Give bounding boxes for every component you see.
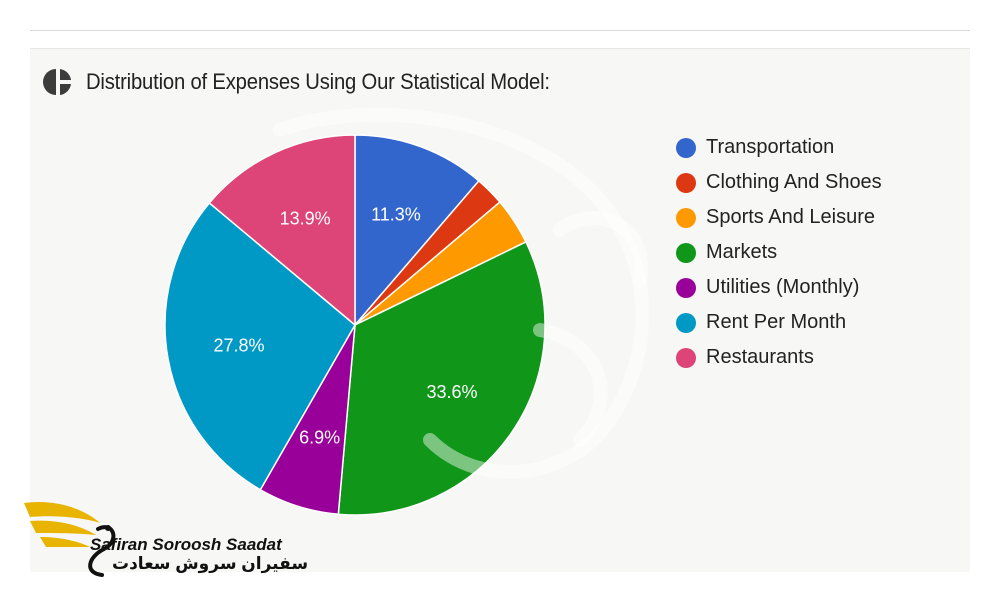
legend-item: Rent Per Month xyxy=(676,305,882,340)
chart-header: Distribution of Expenses Using Our Stati… xyxy=(42,64,590,100)
top-divider xyxy=(30,30,970,31)
data-label-6: 13.9% xyxy=(280,208,331,228)
legend-item: Markets xyxy=(676,235,882,270)
legend-swatch xyxy=(676,172,696,193)
legend-swatch xyxy=(676,277,696,298)
pie-slice-restaurants xyxy=(208,134,356,327)
data-label-4: 6.9% xyxy=(299,427,340,447)
chart-legend: Transportation Clothing And Shoes Sports A… xyxy=(676,130,882,375)
pie-slice-transportation xyxy=(354,134,480,328)
panel-top-border xyxy=(30,48,970,49)
legend-label: Utilities (Monthly) xyxy=(706,276,860,298)
legend-item: Utilities (Monthly) xyxy=(676,270,882,305)
legend-label: Clothing And Shoes xyxy=(706,171,882,193)
logo-name-english: Safiran Soroosh Saadat xyxy=(90,535,282,554)
data-label-5: 27.8% xyxy=(213,336,264,356)
pie-slice-markets xyxy=(337,240,546,516)
data-label-3: 33.6% xyxy=(426,382,477,402)
legend-item: Transportation xyxy=(676,130,882,165)
legend-swatch xyxy=(676,312,696,333)
legend-label: Rent Per Month xyxy=(706,311,847,333)
legend-label: Transportation xyxy=(706,136,835,158)
legend-swatch xyxy=(676,137,696,158)
legend-swatch xyxy=(676,347,696,368)
legend-label: Restaurants xyxy=(706,346,814,368)
legend-item: Sports And Leisure xyxy=(676,200,882,235)
swan-wing-logo-icon xyxy=(24,501,116,577)
legend-item: Clothing And Shoes xyxy=(676,165,882,200)
legend-swatch xyxy=(676,242,696,263)
pie-slice-rent-per-month xyxy=(164,201,356,491)
company-logo: Safiran Soroosh Saadat سفیران سروش سعادت xyxy=(22,495,308,580)
legend-item: Restaurants xyxy=(676,340,882,375)
legend-label: Markets xyxy=(706,241,778,263)
data-label-0: 11.3% xyxy=(371,205,421,225)
logo-name-persian: سفیران سروش سعادت xyxy=(112,554,309,573)
chart-title: Distribution of Expenses Using Our Stati… xyxy=(86,69,550,94)
legend-swatch xyxy=(676,207,696,228)
legend-label: Sports And Leisure xyxy=(706,206,875,228)
pie-chart-icon xyxy=(43,69,71,95)
